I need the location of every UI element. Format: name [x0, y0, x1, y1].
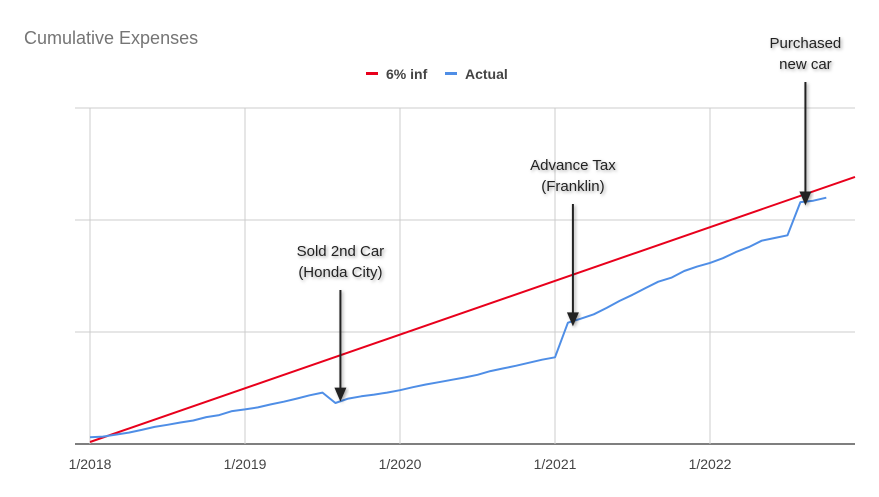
legend-item[interactable]: Actual — [445, 66, 508, 82]
legend-label: Actual — [465, 66, 508, 82]
chart-annotations: Sold 2nd Car (Honda City) Advance Tax (Fran… — [297, 35, 842, 402]
annotation: Sold 2nd Car (Honda City) — [297, 243, 385, 402]
series-6-inf[interactable] — [89, 175, 856, 443]
annotation-text: Sold 2nd Car — [297, 243, 385, 260]
legend-label: 6% inf — [386, 66, 428, 82]
series-actual[interactable] — [89, 196, 827, 439]
chart-gridlines — [75, 107, 855, 445]
x-tick-label: 1/2021 — [534, 456, 577, 472]
x-tick-label: 1/2022 — [689, 456, 732, 472]
x-tick-label: 1/2020 — [379, 456, 422, 472]
series-line[interactable] — [89, 175, 856, 443]
annotation-text: Purchased — [770, 35, 842, 52]
annotation-arrow — [799, 82, 812, 206]
chart-legend[interactable]: 6% inf Actual — [366, 66, 508, 82]
annotation: Purchased new car — [770, 35, 842, 206]
legend-item[interactable]: 6% inf — [366, 66, 428, 82]
annotation-text: (Franklin) — [541, 178, 604, 195]
series-line[interactable] — [89, 196, 827, 439]
annotation-text: (Honda City) — [298, 264, 382, 281]
x-tick-label: 1/2019 — [224, 456, 267, 472]
series-layer — [89, 175, 856, 443]
x-tick-label: 1/2018 — [69, 456, 112, 472]
chart-title: Cumulative Expenses — [24, 28, 198, 48]
annotation-arrow — [566, 204, 579, 327]
annotation-text: new car — [779, 56, 832, 73]
x-axis-tick-labels: 1/2018 1/2019 1/2020 1/2021 1/2022 — [69, 456, 732, 472]
annotation-arrow — [334, 290, 347, 402]
annotation-text: Advance Tax — [530, 157, 616, 174]
annotation: Advance Tax (Franklin) — [530, 157, 616, 327]
legend-swatch — [445, 72, 457, 75]
legend-swatch — [366, 72, 378, 75]
